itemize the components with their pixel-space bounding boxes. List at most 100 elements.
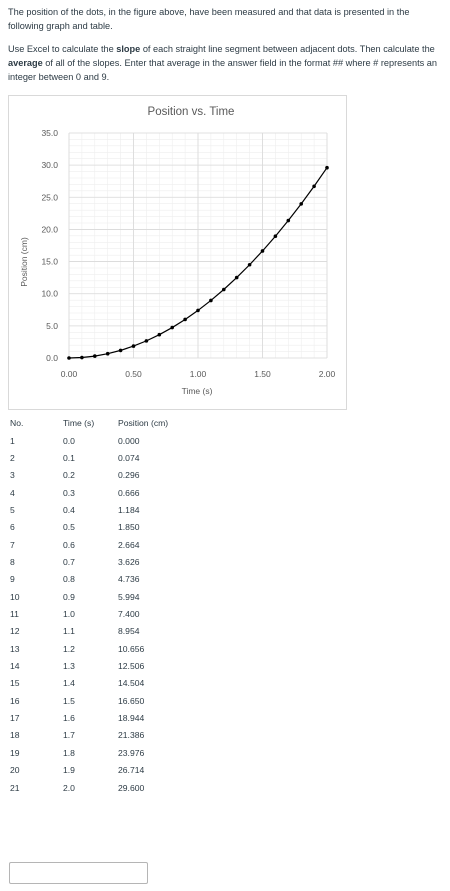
time-cell: 1.1 <box>63 626 75 637</box>
y-axis-title: Position (cm) <box>19 237 29 287</box>
table-row: 17 1.6 18.944 <box>0 713 300 730</box>
y-tick-label: 25.0 <box>41 192 58 202</box>
row-number: 19 <box>10 747 20 758</box>
x-tick-labels: 0.00 0.50 1.00 1.50 2.00 <box>61 369 336 379</box>
position-cell: 26.714 <box>118 765 145 776</box>
row-number: 14 <box>10 661 20 672</box>
instruction-text: Use Excel to calculate the <box>8 44 117 54</box>
table-row: 7 0.6 2.664 <box>0 540 300 557</box>
table-row: 8 0.7 3.626 <box>0 557 300 574</box>
table-row: 6 0.5 1.850 <box>0 522 300 539</box>
data-point <box>273 234 278 239</box>
row-number: 13 <box>10 643 20 654</box>
position-cell: 10.656 <box>118 643 145 654</box>
data-point <box>286 218 291 223</box>
row-number: 9 <box>10 574 15 585</box>
x-tick-label: 2.00 <box>319 369 336 379</box>
time-cell: 1.5 <box>63 695 75 706</box>
data-series <box>67 165 329 360</box>
time-cell: 0.1 <box>63 452 75 463</box>
data-point <box>80 355 84 360</box>
table-row: 20 1.9 26.714 <box>0 765 300 782</box>
table-row: 18 1.7 21.386 <box>0 730 300 747</box>
x-tick-label: 1.00 <box>190 369 207 379</box>
row-number: 11 <box>10 609 19 619</box>
time-cell: 0.4 <box>63 504 75 515</box>
position-cell: 8.954 <box>118 626 140 637</box>
data-point <box>222 287 226 292</box>
row-number: 10 <box>10 591 20 602</box>
question-paragraph-1: The position of the dots, in the figure … <box>8 7 410 31</box>
data-point <box>93 354 97 358</box>
position-cell: 16.650 <box>118 695 145 706</box>
table-header-row: No. Time (s) Position (cm) <box>0 418 300 435</box>
data-point <box>67 356 71 360</box>
time-cell: 1.8 <box>63 747 75 758</box>
data-point <box>118 348 123 353</box>
time-cell: 1.6 <box>63 713 75 724</box>
y-tick-label: 30.0 <box>41 160 58 170</box>
position-time-chart: Position vs. Time Time (s) Position (cm)… <box>8 95 347 410</box>
position-cell: 3.626 <box>118 556 140 567</box>
x-tick-label: 1.50 <box>254 369 271 379</box>
y-tick-label: 35.0 <box>41 128 58 138</box>
time-cell: 1.4 <box>63 678 75 689</box>
chart-title: Position vs. Time <box>148 106 235 118</box>
data-point <box>144 339 149 343</box>
data-point <box>312 184 316 189</box>
data-point <box>299 202 304 206</box>
data-point <box>260 249 265 253</box>
data-point <box>247 262 252 267</box>
header-no: No. <box>10 418 24 428</box>
table-row: 19 1.8 23.976 <box>0 748 300 765</box>
position-cell: 1.184 <box>118 504 140 515</box>
instruction-text: of each straight line segment between ad… <box>140 44 435 54</box>
y-tick-label: 0.0 <box>46 353 58 363</box>
position-cell: 0.074 <box>118 452 140 463</box>
x-axis-title: Time (s) <box>182 386 213 396</box>
data-point <box>325 165 329 170</box>
slope-keyword: slope <box>116 44 141 54</box>
y-tick-label: 10.0 <box>41 289 58 299</box>
time-cell: 0.7 <box>63 556 75 567</box>
table-row: 11 1.0 7.400 <box>0 609 300 626</box>
data-point <box>157 332 162 337</box>
time-cell: 0.0 <box>63 435 75 446</box>
time-cell: 1.2 <box>63 643 75 654</box>
position-cell: 18.944 <box>118 713 145 724</box>
data-point <box>209 298 213 303</box>
position-cell: 7.400 <box>118 609 140 619</box>
time-cell: 1.7 <box>63 730 75 741</box>
row-number: 18 <box>10 730 20 741</box>
position-cell: 21.386 <box>118 730 145 741</box>
row-number: 7 <box>10 539 15 550</box>
data-point <box>196 308 200 313</box>
chart-canvas: Position vs. Time Time (s) Position (cm)… <box>19 106 336 396</box>
time-cell: 1.3 <box>63 661 75 672</box>
table-row: 13 1.2 10.656 <box>0 644 300 661</box>
row-number: 3 <box>10 470 15 481</box>
data-point <box>131 344 136 348</box>
position-cell: 23.976 <box>118 747 145 758</box>
y-tick-label: 15.0 <box>41 257 58 267</box>
row-number: 17 <box>10 713 20 724</box>
header-time: Time (s) <box>63 418 95 428</box>
time-cell: 0.2 <box>63 470 75 481</box>
y-tick-label: 20.0 <box>41 224 58 234</box>
row-number: 12 <box>10 626 20 637</box>
answer-input[interactable] <box>9 862 148 884</box>
table-row: 21 2.0 29.600 <box>0 783 300 800</box>
row-number: 8 <box>10 556 15 567</box>
table-row: 1 0.0 0.000 <box>0 436 300 453</box>
y-tick-label: 5.0 <box>46 321 58 331</box>
row-number: 1 <box>10 435 15 446</box>
time-cell: 0.6 <box>63 539 75 550</box>
time-cell: 0.3 <box>63 487 75 498</box>
data-point <box>170 325 174 330</box>
time-cell: 0.8 <box>63 574 75 585</box>
table-row: 2 0.1 0.074 <box>0 453 300 470</box>
table-row: 10 0.9 5.994 <box>0 592 300 609</box>
position-cell: 5.994 <box>118 591 140 602</box>
position-cell: 0.000 <box>118 435 140 446</box>
table-row: 5 0.4 1.184 <box>0 505 300 522</box>
